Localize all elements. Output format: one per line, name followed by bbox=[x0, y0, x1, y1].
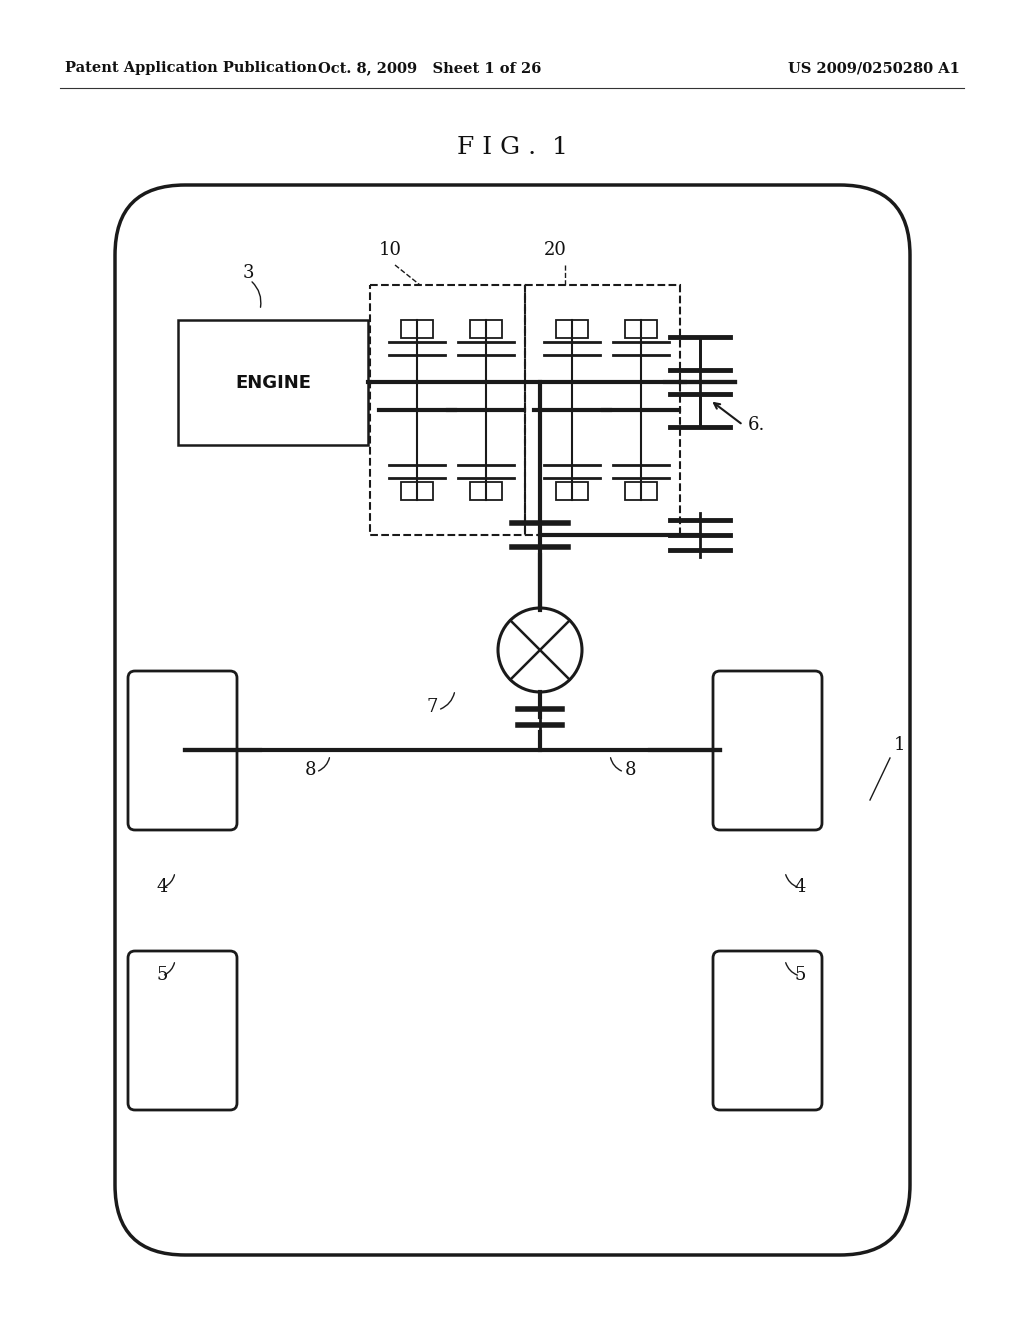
Text: US 2009/0250280 A1: US 2009/0250280 A1 bbox=[788, 61, 961, 75]
Text: Oct. 8, 2009   Sheet 1 of 26: Oct. 8, 2009 Sheet 1 of 26 bbox=[318, 61, 542, 75]
Bar bbox=[400, 482, 432, 500]
Bar bbox=[470, 482, 502, 500]
Bar bbox=[178, 319, 368, 445]
Bar bbox=[555, 482, 588, 500]
Text: 8: 8 bbox=[304, 762, 315, 779]
Text: 4: 4 bbox=[157, 878, 168, 896]
Text: 4: 4 bbox=[795, 878, 806, 896]
Bar bbox=[470, 319, 502, 338]
Text: 20: 20 bbox=[544, 242, 566, 259]
FancyBboxPatch shape bbox=[713, 950, 822, 1110]
Bar bbox=[525, 285, 680, 535]
Text: 5: 5 bbox=[157, 966, 168, 983]
Bar bbox=[370, 285, 525, 535]
FancyBboxPatch shape bbox=[128, 671, 237, 830]
Text: 8: 8 bbox=[625, 762, 636, 779]
Text: 6.: 6. bbox=[748, 416, 765, 434]
Text: 1: 1 bbox=[894, 737, 906, 754]
Text: 7: 7 bbox=[426, 698, 437, 715]
Text: ENGINE: ENGINE bbox=[234, 374, 311, 392]
FancyBboxPatch shape bbox=[128, 950, 237, 1110]
Bar bbox=[555, 319, 588, 338]
Text: 5: 5 bbox=[795, 966, 806, 983]
Bar bbox=[400, 319, 432, 338]
Text: 3: 3 bbox=[243, 264, 254, 282]
Text: Patent Application Publication: Patent Application Publication bbox=[65, 61, 317, 75]
Text: 10: 10 bbox=[379, 242, 401, 259]
Bar bbox=[626, 319, 657, 338]
Bar bbox=[626, 482, 657, 500]
Text: F I G .  1: F I G . 1 bbox=[457, 136, 567, 160]
FancyBboxPatch shape bbox=[713, 671, 822, 830]
